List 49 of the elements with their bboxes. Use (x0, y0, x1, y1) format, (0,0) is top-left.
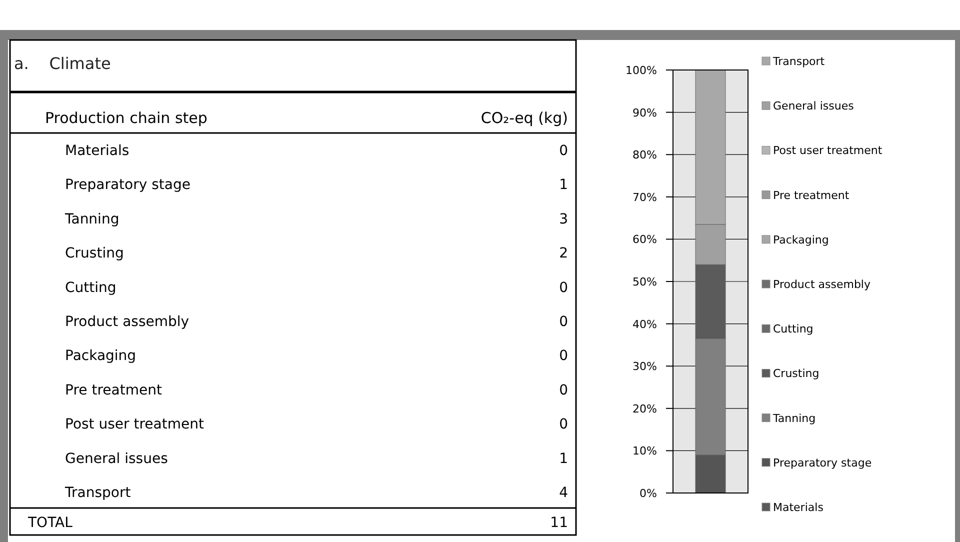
data-label: 3 (559, 211, 568, 228)
data-label: 1 (559, 177, 568, 194)
legend-label: Crusting (773, 367, 820, 380)
category-label: Packaging (65, 348, 136, 364)
y-tick-label: 30% (632, 360, 657, 374)
text: 11 (550, 515, 568, 531)
legend-label: Packaging (773, 233, 829, 246)
y-tick-label: 60% (632, 233, 657, 246)
y-tick-label: 20% (632, 402, 657, 416)
category-label: Cutting (65, 280, 116, 296)
text: a. Climate (14, 54, 111, 73)
y-tick-label: 80% (632, 148, 657, 162)
data-label: 0 (559, 143, 568, 159)
category-label: Product assembly (65, 314, 190, 330)
legend-label: Cutting (773, 322, 814, 336)
data-label: 0 (559, 314, 568, 330)
category-label: Transport (64, 485, 132, 501)
data-label: 2 (559, 246, 568, 262)
y-tick-label: 40% (632, 318, 657, 331)
data-label: 0 (559, 280, 568, 296)
legend-label: Preparatory stage (773, 456, 872, 470)
text: TOTAL (27, 515, 73, 531)
legend-label: Pre treatment (773, 188, 850, 202)
category-label: General issues (65, 450, 168, 467)
category-label: Pre treatment (65, 382, 162, 398)
y-tick-label: 0% (640, 487, 657, 500)
legend-label: Product assembly (773, 278, 871, 291)
category-label: Tanning (64, 211, 120, 228)
legend-label: Post user treatment (773, 144, 883, 158)
legend-label: Materials (773, 501, 824, 514)
text: CO₂-eq (kg) (480, 109, 568, 127)
legend-label: Tanning (772, 412, 816, 425)
y-tick-label: 50% (632, 276, 657, 288)
y-tick-label: 100% (626, 64, 657, 77)
data-label: 0 (559, 416, 568, 433)
category-label: Crusting (65, 246, 124, 262)
y-tick-label: 70% (632, 190, 657, 204)
y-tick-label: 10% (632, 444, 657, 458)
data-label: 0 (559, 382, 568, 398)
y-tick-label: 90% (632, 106, 657, 120)
text: Production chain step (45, 109, 208, 127)
data-label: 4 (559, 485, 568, 501)
legend-label: Transport (772, 55, 826, 68)
data-label: 0 (559, 348, 568, 364)
category-label: Post user treatment (65, 416, 204, 433)
category-label: Preparatory stage (65, 177, 190, 194)
category-label: Materials (65, 143, 130, 159)
legend-label: General issues (773, 100, 854, 113)
data-label: 1 (559, 450, 568, 467)
